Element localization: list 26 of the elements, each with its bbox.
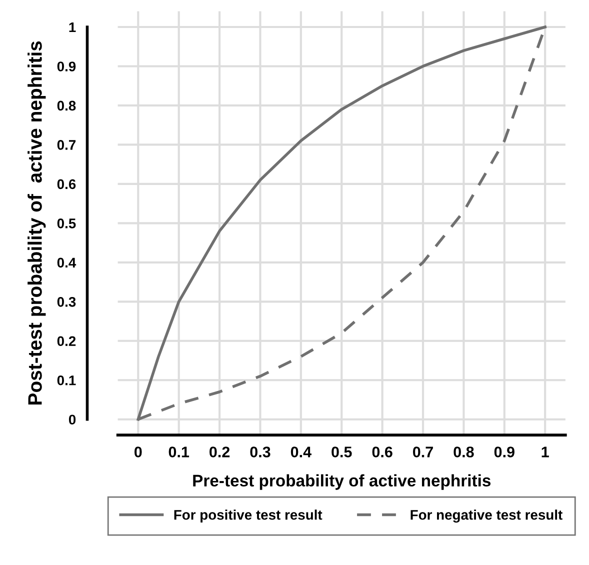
x-axis-title: Pre-test probability of active nephritis xyxy=(193,474,491,490)
y-tick-label: 1 xyxy=(69,22,76,32)
y-tick-label: 0.1 xyxy=(57,375,76,386)
legend-label: For negative test result xyxy=(410,510,562,523)
x-tick-label: 0.4 xyxy=(290,446,312,458)
x-tick-label: 0.8 xyxy=(454,446,474,458)
y-tick-label: 0.6 xyxy=(57,179,76,190)
y-tick-label: 0.9 xyxy=(57,62,76,72)
y-axis-title: Post-test probability of active nephritis xyxy=(28,41,46,404)
x-tick-label: 0.7 xyxy=(412,446,433,458)
x-tick-label: 0 xyxy=(134,446,142,458)
y-tick-label: 0 xyxy=(68,414,76,425)
y-tick-label: 0.4 xyxy=(57,258,76,268)
x-tick-label: 0.1 xyxy=(168,446,190,458)
x-tick-label: 0.3 xyxy=(250,446,270,458)
y-tick-label: 0.7 xyxy=(57,140,76,150)
x-tick-label: 1 xyxy=(542,446,549,458)
y-tick-label: 0.3 xyxy=(57,296,76,307)
y-tick-label: 0.8 xyxy=(57,100,76,111)
y-tick-label: 0.2 xyxy=(57,336,76,346)
y-tick-label: 0.5 xyxy=(57,218,76,228)
x-tick-label: 0.9 xyxy=(494,446,514,458)
x-tick-label: 0.6 xyxy=(372,446,392,458)
x-tick-label: 0.5 xyxy=(332,446,352,458)
legend-label: For positive test result xyxy=(174,510,322,523)
x-tick-label: 0.2 xyxy=(210,446,230,458)
